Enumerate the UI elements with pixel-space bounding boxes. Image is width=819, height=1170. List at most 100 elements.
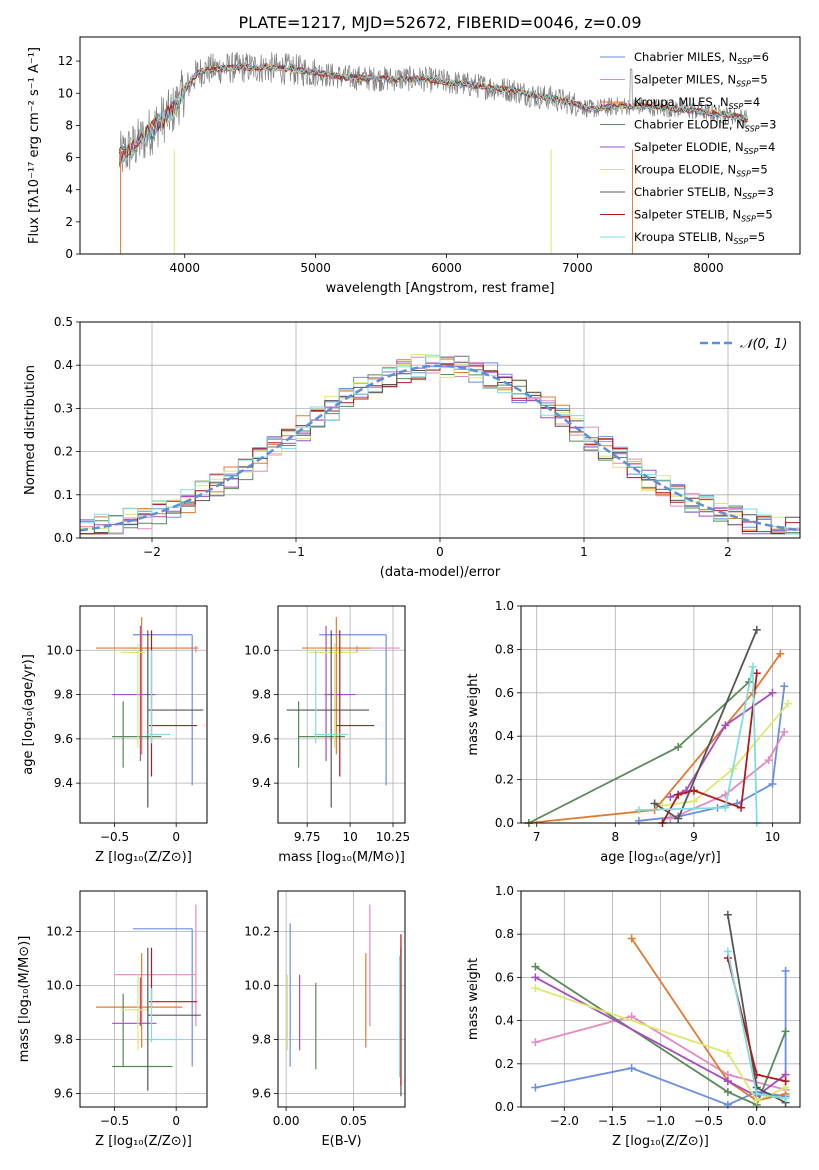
x-tick-label: 7 [533,830,541,844]
legend-label-2: Salpeter MILES, NSSP=5 [634,73,768,89]
y-tick-label: 10.0 [244,979,271,993]
legend-label-8: Salpeter STELIB, NSSP=5 [634,208,773,224]
weight-vs-metallicity-xlabel: Z [log₁₀(Z/Z⊙)] [612,1134,709,1149]
weight-line-6 [662,703,789,807]
weight-marker-8 [781,1077,790,1086]
weight-marker-1 [780,682,789,691]
y-tick-label: 0.5 [54,315,73,329]
y-tick-label: 0.2 [54,445,73,459]
weight-marker-4 [723,1087,732,1096]
mass-vs-metallicity-ylabel: mass [log₁₀(M/M⊙)] [17,936,32,1063]
mass-vs-metallicity-plot [96,904,201,1091]
weight-marker-1 [634,816,643,825]
x-tick-label: 10.25 [376,830,410,844]
x-tick-label: −0.5 [100,1114,129,1128]
weight-vs-metallicity-frame [520,890,801,1108]
x-tick-label: 8 [611,830,619,844]
weight-marker-8 [689,786,698,795]
weight-vs-metallicity-panel: −2.0 −1.5 −1.0 −0.5 0.0 0.0 0.2 0.4 0.6 0.8 1.0 Z … [466,884,801,1149]
mass-vs-ebv-panel: 0.00 0.05 9.6 9.8 10.0 10.2 E(B-V) [244,890,406,1149]
weight-marker-3 [776,649,785,658]
gaussian-legend-label: 𝒩(0, 1) [740,337,787,352]
x-tick-label: 0.05 [340,1114,367,1128]
weight-marker-2 [764,756,773,765]
spectrum-panel: 4000 5000 6000 7000 8000 0 2 4 6 8 10 12 wavelength… [27,36,801,296]
y-tick-label: 0.4 [54,358,73,372]
y-tick-label: 0.1 [54,488,73,502]
model-spectrum-9 [118,63,748,165]
y-tick-label: 9.4 [252,776,271,790]
y-tick-label: 9.4 [54,776,73,790]
figure-title: PLATE=1217, MJD=52672, FIBERID=0046, z=0… [238,13,641,32]
x-tick-label: 0.0 [747,1114,766,1128]
age-vs-metallicity-ylabel: age [log₁₀(age/yr)] [21,654,36,775]
mass-vs-metallicity-ticks: −0.5 0 9.6 9.8 10.0 10.2 [46,925,180,1129]
legend-label-5: Salpeter ELODIE, NSSP=4 [634,140,775,156]
y-tick-label: 0.4 [495,1014,514,1028]
x-tick-label: 10 [342,830,357,844]
y-tick-label: 9.8 [252,688,271,702]
x-tick-label: 0.00 [273,1114,300,1128]
legend-label-7: Chabrier STELIB, NSSP=3 [634,185,774,201]
weight-marker-6 [784,699,793,708]
residuals-legend: 𝒩(0, 1) [700,337,787,352]
y-tick-label: 2 [65,215,73,229]
weight-marker-9 [634,805,643,814]
y-tick-label: 10.0 [46,643,73,657]
weight-line-5 [534,976,787,1098]
age-vs-metallicity-grid [80,606,207,823]
age-vs-mass-panel: 9.75 10 10.25 9.4 9.6 9.8 10.0 mass [log₁₀(M/M… [244,605,410,865]
x-tick-label: 1 [580,545,588,559]
y-tick-label: 10.0 [244,643,271,657]
age-vs-metallicity-plot [96,617,204,808]
age-vs-metallicity-panel: −0.5 0 9.4 9.6 9.8 10.0 Z [log₁₀(Z/Z⊙)] age [… [21,605,208,865]
weight-marker-3 [627,934,636,943]
weight-line-6 [535,987,786,1102]
y-tick-label: 0.4 [495,729,514,743]
weight-marker-6 [723,1049,732,1057]
legend-label-4: Chabrier ELODIE, NSSP=3 [634,118,776,134]
weight-line-4 [528,681,750,824]
x-tick-label: 6000 [431,261,462,275]
weight-marker-4 [781,1027,790,1036]
spectrum-ticks: 4000 5000 6000 7000 8000 0 2 4 6 8 10 12 [58,54,724,275]
y-tick-label: 8 [65,118,73,132]
weight-marker-6 [689,797,698,806]
y-tick-label: 0.6 [495,970,514,984]
y-tick-label: 10.2 [244,925,271,939]
y-tick-label: 9.6 [252,1087,271,1101]
x-tick-label: −2.0 [550,1114,579,1128]
y-tick-label: 9.6 [54,732,73,746]
spectrum-plot [118,51,749,254]
weight-marker-1 [781,966,790,975]
residuals-ylabel: Normed distribution [23,365,38,495]
weight-marker-7 [723,910,732,919]
weight-line-3 [528,653,782,824]
mass-vs-metallicity-frame [79,890,208,1108]
x-tick-label: 9 [690,830,698,844]
age-vs-metallicity-frame [79,605,208,824]
spectrum-xlabel: wavelength [Angstrom, rest frame] [326,281,555,296]
legend-label-3: Kroupa MILES, NSSP=4 [634,95,760,111]
mass-vs-ebv-grid [278,891,405,1107]
age-vs-metallicity-xlabel: Z [log₁₀(Z/Z⊙)] [95,850,192,865]
residual-histogram-9 [80,354,800,535]
y-tick-label: 0.0 [495,1100,514,1114]
weight-marker-4 [674,743,683,752]
residuals-frame [79,321,801,539]
weight-vs-metallicity-plot [531,910,790,1109]
x-tick-label: 9.75 [294,830,321,844]
x-tick-label: −1.5 [598,1114,627,1128]
legend-label-6: Kroupa ELODIE, NSSP=5 [634,163,768,179]
x-tick-label: 2 [724,545,732,559]
weight-vs-age-frame [520,605,801,824]
residuals-plot [79,354,801,535]
weight-line-9 [638,666,758,824]
weight-line-2 [669,731,786,820]
weight-vs-age-xlabel: age [log₁₀(age/yr)] [600,850,721,865]
age-vs-mass-xlabel: mass [log₁₀(M/M⊙)] [278,850,405,865]
y-tick-label: 9.8 [54,1033,73,1047]
residuals-ticks: −2 −1 0 1 2 0.0 0.1 0.2 0.3 0.4 0.5 [54,315,732,559]
x-tick-label: 0 [172,1114,180,1128]
